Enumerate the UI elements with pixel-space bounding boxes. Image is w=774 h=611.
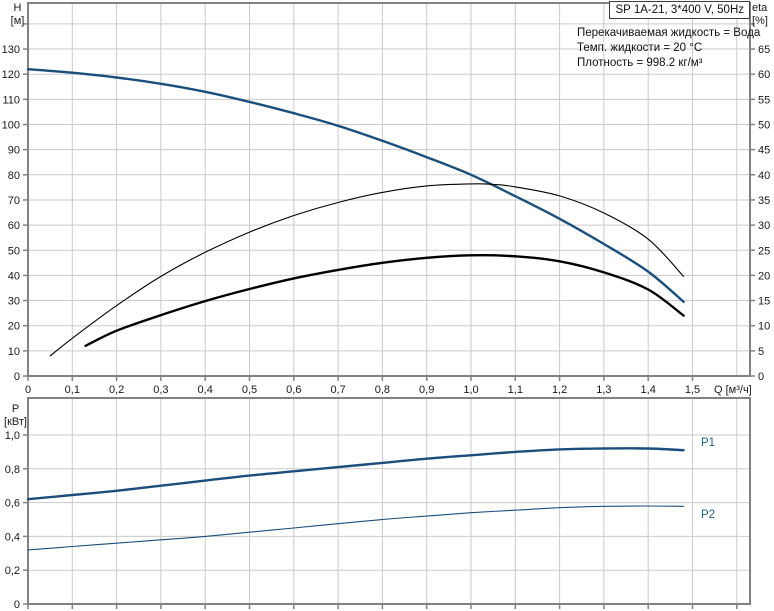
left-axis-tick-label: 110 (2, 94, 20, 106)
x-axis-tick-label: 0,1 (65, 384, 80, 396)
x-axis-tick-label: 0,9 (419, 384, 434, 396)
eta-axis-unit-label: eta [%] (752, 2, 768, 27)
left-axis-tick-label: 40 (8, 270, 20, 282)
x-axis-tick-label: 0,3 (153, 384, 168, 396)
left-axis-tick-label: 70 (8, 195, 20, 207)
info-line-temp: Темп. жидкости = 20 °C (577, 42, 703, 54)
left-axis-tick-label: 80 (8, 170, 20, 182)
curve-p2 (27, 505, 685, 551)
series-label-p1: P1 (701, 437, 716, 449)
left-axis-tick-label: 0,8 (5, 464, 20, 476)
x-axis-tick-label: 0,5 (242, 384, 257, 396)
right-axis-tick-label: 65 (758, 44, 770, 56)
right-axis-tick-label: 20 (758, 270, 770, 282)
right-axis-tick-label: 10 (758, 321, 770, 333)
left-axis-tick-label: 90 (8, 145, 20, 157)
right-axis-tick-label: 30 (758, 220, 770, 232)
right-axis-tick-label: 0 (758, 371, 764, 383)
x-axis-tick-label: 0,6 (286, 384, 301, 396)
x-axis-tick-label: 0,8 (375, 384, 390, 396)
chart-title: SP 1A-21, 3*400 V, 50Hz (615, 4, 744, 16)
right-axis-tick-label: 40 (758, 170, 770, 182)
right-axis-tick-label: 5 (758, 346, 764, 358)
x-axis-tick-label: 0,4 (198, 384, 213, 396)
right-axis-tick-label: 25 (758, 245, 770, 257)
left-axis-tick-label: 20 (8, 321, 20, 333)
x-axis-tick-label: 0,7 (330, 384, 345, 396)
q-axis-unit-label: Q [м³/ч] (714, 384, 752, 396)
p-axis-unit-label: P [кВт] (4, 403, 27, 428)
right-axis-tick-label: 60 (758, 69, 770, 81)
plot-frame (27, 2, 751, 377)
x-axis-tick-label: 1,3 (596, 384, 611, 396)
left-axis-tick-label: 130 (2, 44, 20, 56)
x-axis-tick-label: 1,1 (508, 384, 523, 396)
fluid-info-block: Перекачиваемая жидкость = Вода Темп. жид… (577, 26, 760, 71)
left-axis-tick-label: 0,6 (5, 498, 20, 510)
left-axis-tick-label: 50 (8, 245, 20, 257)
h-axis-unit-label: H [м] (10, 2, 25, 27)
right-axis-tick-label: 50 (758, 120, 770, 132)
left-axis-tick-label: 0,4 (5, 531, 20, 543)
left-axis-tick-label: 0,2 (5, 565, 20, 577)
right-axis-tick-label: 15 (758, 296, 770, 308)
info-line-fluid: Перекачиваемая жидкость = Вода (577, 27, 761, 39)
chart-title-box: SP 1A-21, 3*400 V, 50Hz (609, 1, 750, 19)
left-axis-tick-label: 0 (14, 371, 20, 383)
curve-eta-pump-thick- (84, 253, 685, 347)
curve-eta-total-thin- (49, 183, 685, 357)
right-axis-tick-label: 55 (758, 94, 770, 106)
left-axis-tick-label: 10 (8, 346, 20, 358)
right-axis-tick-label: 35 (758, 195, 770, 207)
left-axis-tick-label: 30 (8, 296, 20, 308)
left-axis-tick-label: 0 (14, 599, 20, 611)
x-axis-tick-label: 0,2 (109, 384, 124, 396)
curve-h-q-pump-curve (26, 68, 685, 303)
left-axis-tick-label: 1,0 (5, 430, 20, 442)
series-label-p2: P2 (701, 509, 716, 521)
left-axis-tick-label: 120 (2, 69, 20, 81)
plot-frame (27, 397, 751, 605)
curve-p1 (26, 447, 685, 501)
x-axis-tick-label: 1,2 (552, 384, 567, 396)
info-line-density: Плотность = 998.2 кг/м³ (577, 57, 703, 69)
x-axis-tick-label: 1,5 (685, 384, 700, 396)
x-axis-tick-label: 0 (25, 384, 31, 396)
x-axis-tick-label: 1,4 (641, 384, 656, 396)
left-axis-tick-label: 100 (2, 120, 20, 132)
left-axis-tick-label: 60 (8, 220, 20, 232)
x-axis-tick-label: 1,0 (463, 384, 478, 396)
right-axis-tick-label: 45 (758, 145, 770, 157)
